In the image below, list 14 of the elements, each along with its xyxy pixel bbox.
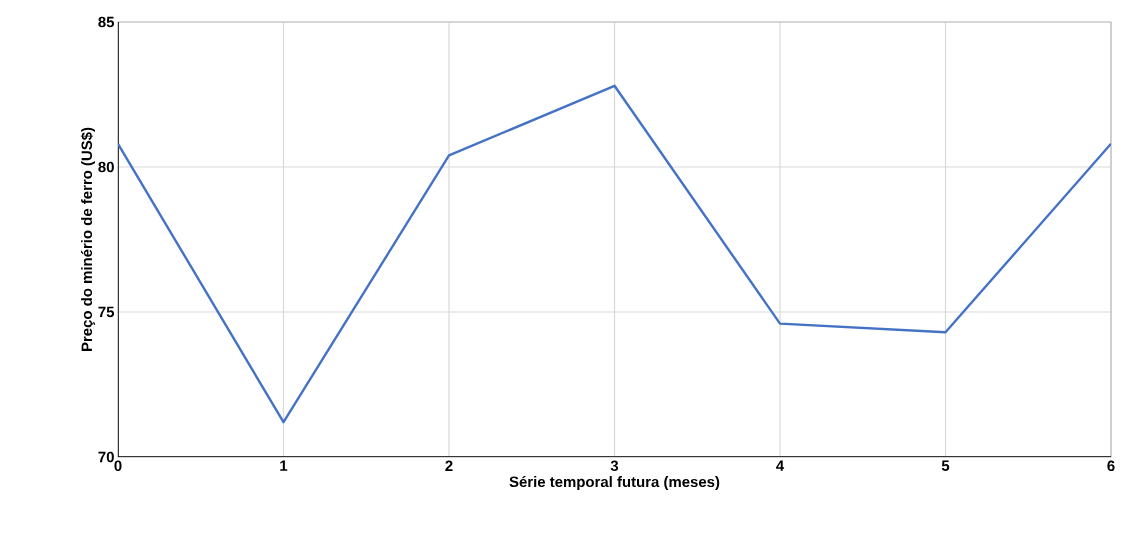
y-tick-label: 80 [98,161,114,173]
x-tick-label: 1 [280,460,288,471]
x-tick-label: 0 [114,460,122,472]
y-tick-label: 85 [98,16,115,28]
x-tick-label: 6 [1107,460,1115,472]
x-tick-label: 3 [610,460,619,472]
x-axis-title: Série temporal futura (meses) [509,475,720,491]
y-axis-title: Preço do minério de ferro (US$) [80,127,96,352]
line-series [118,84,1112,424]
x-tick-label: 2 [445,460,453,471]
y-tick-label: 75 [98,306,115,318]
x-tick-label: 4 [776,460,785,471]
x-tick-label: 5 [941,460,950,471]
y-tick-label: 70 [98,451,114,463]
